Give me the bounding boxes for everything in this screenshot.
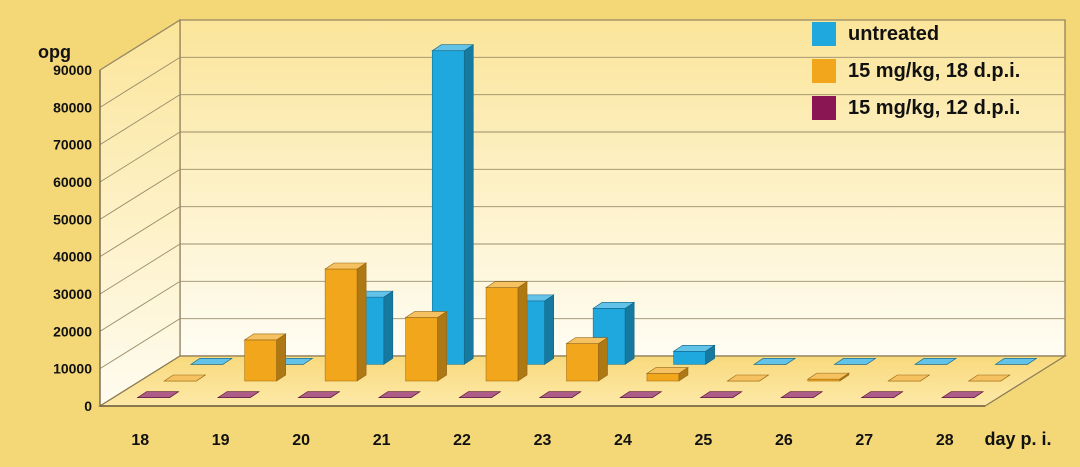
legend-swatch bbox=[812, 59, 836, 83]
bar bbox=[860, 391, 904, 398]
bar bbox=[619, 391, 663, 398]
bar bbox=[967, 374, 1011, 382]
x-axis-label: day p. i. bbox=[984, 429, 1051, 449]
bar bbox=[833, 358, 877, 365]
bar bbox=[297, 391, 341, 398]
y-axis-label: opg bbox=[38, 42, 71, 62]
side-wall bbox=[99, 18, 181, 408]
y-tick-label: 70000 bbox=[53, 137, 92, 153]
bar bbox=[538, 391, 582, 398]
x-tick-label: 18 bbox=[131, 432, 149, 449]
y-tick-label: 80000 bbox=[53, 99, 92, 115]
y-tick-label: 10000 bbox=[53, 361, 92, 377]
x-tick-label: 25 bbox=[695, 432, 713, 449]
bar bbox=[565, 337, 609, 382]
legend-swatch bbox=[812, 96, 836, 120]
bar bbox=[243, 333, 287, 382]
bar bbox=[645, 366, 689, 382]
x-tick-label: 28 bbox=[936, 432, 954, 449]
x-tick-label: 27 bbox=[855, 432, 873, 449]
y-tick-label: 50000 bbox=[53, 211, 92, 227]
x-tick-label: 22 bbox=[453, 432, 471, 449]
bar bbox=[806, 372, 850, 382]
bar bbox=[887, 374, 931, 382]
legend-label: untreated bbox=[848, 23, 939, 45]
grid-line bbox=[99, 56, 181, 108]
x-tick-label: 20 bbox=[292, 432, 310, 449]
bar bbox=[994, 358, 1038, 365]
grid-line bbox=[99, 243, 181, 295]
x-tick-label: 19 bbox=[212, 432, 230, 449]
x-tick-label: 23 bbox=[534, 432, 552, 449]
y-tick-label: 0 bbox=[84, 398, 92, 414]
bar bbox=[780, 391, 824, 398]
y-tick-label: 40000 bbox=[53, 249, 92, 265]
bar bbox=[753, 358, 797, 365]
grid-line bbox=[99, 318, 181, 370]
bar bbox=[324, 262, 368, 382]
x-tick-label: 24 bbox=[614, 432, 632, 449]
bar bbox=[913, 358, 957, 365]
x-tick-label: 21 bbox=[373, 432, 391, 449]
bar bbox=[699, 391, 743, 398]
y-tick-label: 90000 bbox=[53, 62, 92, 78]
bar bbox=[163, 374, 207, 382]
bar bbox=[672, 344, 716, 365]
bar bbox=[941, 391, 985, 398]
bar bbox=[485, 281, 529, 382]
grid-line bbox=[99, 206, 181, 258]
bar bbox=[189, 358, 233, 365]
x-tick-label: 26 bbox=[775, 432, 793, 449]
y-tick-label: 30000 bbox=[53, 286, 92, 302]
y-tick-label: 60000 bbox=[53, 174, 92, 190]
grid-line bbox=[99, 280, 181, 332]
legend-label: 15 mg/kg, 12 d.p.i. bbox=[848, 97, 1020, 119]
grid-line bbox=[99, 168, 181, 220]
grid-line bbox=[99, 94, 181, 146]
y-tick-label: 20000 bbox=[53, 323, 92, 339]
legend-swatch bbox=[812, 22, 836, 46]
bar bbox=[458, 391, 502, 398]
bar bbox=[377, 391, 421, 398]
bar bbox=[136, 391, 180, 398]
legend-label: 15 mg/kg, 18 d.p.i. bbox=[848, 60, 1020, 82]
grid-line bbox=[99, 19, 181, 71]
bar bbox=[592, 301, 636, 365]
bar bbox=[726, 374, 770, 382]
bar bbox=[404, 310, 448, 382]
grid-line bbox=[99, 131, 181, 183]
bar bbox=[217, 391, 261, 398]
